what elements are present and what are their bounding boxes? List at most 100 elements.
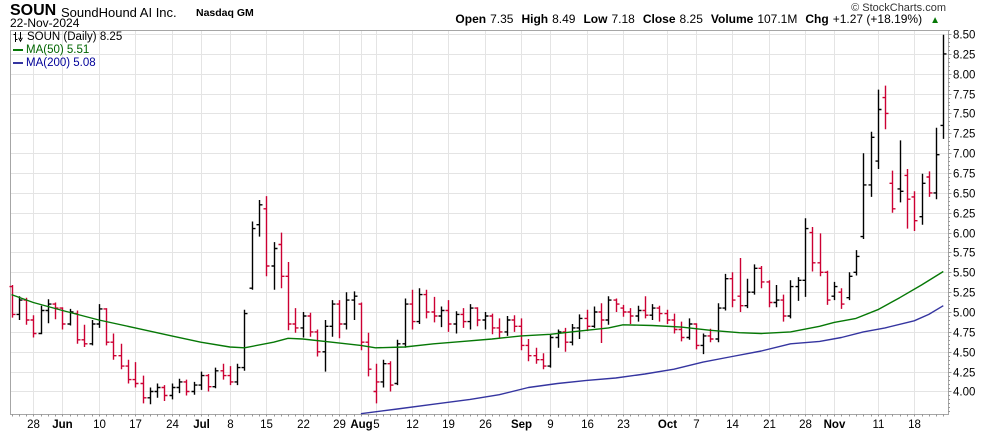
price-bar [635, 305, 642, 322]
svg-text:28: 28 [27, 419, 40, 431]
svg-text:7: 7 [693, 419, 699, 431]
price-bar [627, 308, 634, 324]
price-bar [889, 170, 896, 213]
ohlc-quote-line: Open 7.35 High 8.49 Low 7.18 Close 8.25 Volu… [455, 12, 940, 27]
price-bar [773, 285, 780, 308]
price-bar [227, 366, 234, 386]
price-bar [482, 312, 489, 330]
svg-text:Jun: Jun [52, 419, 72, 431]
svg-text:24: 24 [166, 419, 179, 431]
svg-text:21: 21 [763, 419, 776, 431]
price-bar [212, 367, 219, 389]
price-bar [147, 387, 154, 405]
price-bar [445, 300, 452, 332]
price-bar [343, 292, 350, 330]
price-bar [940, 34, 947, 139]
price-bar [533, 347, 540, 364]
price-bar [336, 300, 343, 339]
price-bar [780, 294, 787, 322]
price-bar [744, 278, 751, 309]
price-bar [30, 315, 37, 338]
quote-high: High 8.49 [521, 12, 576, 26]
price-bar [751, 264, 758, 295]
price-bar [547, 334, 554, 368]
price-bar [642, 296, 649, 319]
price-bar [766, 280, 773, 308]
up-triangle-icon: ▲ [930, 15, 940, 26]
svg-text:11: 11 [873, 419, 885, 431]
svg-text:10: 10 [93, 419, 106, 431]
price-bar [416, 288, 423, 324]
svg-text:4.75: 4.75 [953, 328, 975, 340]
ma200-swatch-icon [13, 62, 23, 64]
price-bar [300, 312, 307, 338]
price-bar [314, 329, 321, 357]
price-bar [722, 273, 729, 311]
ma50-swatch-icon [13, 49, 23, 51]
price-bar [453, 311, 460, 334]
svg-text:7.75: 7.75 [953, 90, 975, 102]
price-bar [278, 232, 285, 289]
price-bar [132, 362, 139, 388]
price-bar [183, 379, 190, 396]
price-bar [38, 305, 45, 335]
price-bar [853, 250, 860, 276]
price-bar [423, 289, 430, 319]
price-bar [817, 233, 824, 277]
price-bar [911, 191, 918, 231]
price-bar [431, 296, 438, 323]
price-bar [489, 313, 496, 335]
svg-text:6.50: 6.50 [953, 189, 975, 201]
price-bar [176, 378, 183, 394]
price-bar [824, 270, 831, 305]
price-bar [613, 298, 620, 312]
price-bar [605, 296, 612, 325]
price-bar [518, 318, 525, 351]
price-bar [16, 296, 23, 320]
svg-text:22: 22 [297, 419, 310, 431]
price-bar [664, 309, 671, 324]
price-bar [838, 288, 845, 309]
svg-text:9: 9 [547, 419, 553, 431]
svg-text:26: 26 [479, 419, 492, 431]
price-bar [154, 383, 161, 398]
company-name: SoundHound AI Inc. [61, 5, 177, 20]
price-bar [598, 303, 605, 343]
price-bar [933, 127, 940, 200]
svg-text:6.75: 6.75 [953, 169, 975, 181]
price-bar [220, 363, 227, 380]
chart-date: 22-Nov-2024 [10, 16, 80, 30]
svg-text:5.75: 5.75 [953, 248, 975, 260]
svg-text:16: 16 [581, 419, 594, 431]
price-bar [715, 303, 722, 343]
price-bar [52, 302, 59, 320]
svg-text:5.00: 5.00 [953, 308, 975, 320]
price-bar [671, 313, 678, 334]
x-axis-labels: 28 Jun 10 17 24 Jul 8 15 22 29 Aug 5 12 19 26 Sep 9 16 23 O… [27, 419, 921, 431]
price-bar [700, 333, 707, 355]
price-bar [758, 266, 765, 289]
price-bar [110, 333, 117, 360]
price-bar [511, 315, 518, 332]
bar-chart-style-icon [13, 32, 23, 43]
price-bar [387, 361, 394, 392]
price-bar [919, 173, 926, 225]
price-bar [402, 298, 409, 348]
legend-ma50: MA(50) 5.51 [13, 44, 89, 56]
price-bar [678, 321, 685, 342]
price-bar [351, 291, 358, 320]
price-bar [169, 383, 176, 400]
price-bar [875, 89, 882, 169]
quote-close: Close 8.25 [642, 12, 703, 26]
legend-main: SOUN (Daily) 8.25 [13, 31, 122, 43]
svg-text:14: 14 [726, 419, 739, 431]
price-bar [926, 171, 933, 197]
svg-text:8.00: 8.00 [953, 70, 975, 82]
price-bar [409, 289, 416, 330]
price-bar [23, 297, 30, 325]
price-bar [555, 329, 562, 348]
price-bar [460, 308, 467, 328]
price-bar [591, 306, 598, 328]
svg-text:5.50: 5.50 [953, 268, 975, 280]
price-bar [140, 375, 147, 404]
